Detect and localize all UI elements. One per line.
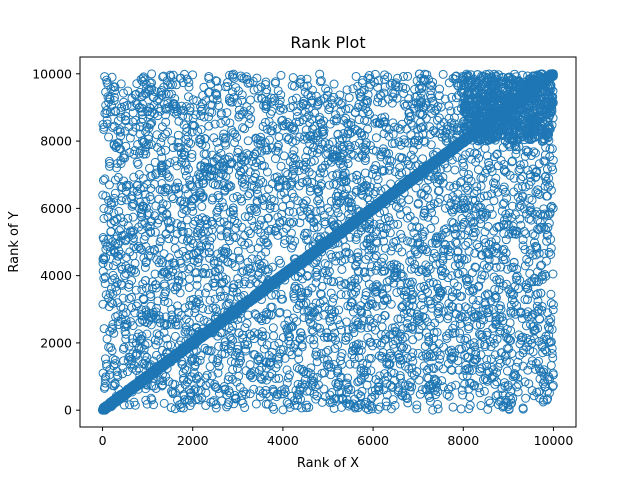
scatter-marks — [98, 69, 558, 415]
chart-title: Rank Plot — [290, 33, 365, 52]
